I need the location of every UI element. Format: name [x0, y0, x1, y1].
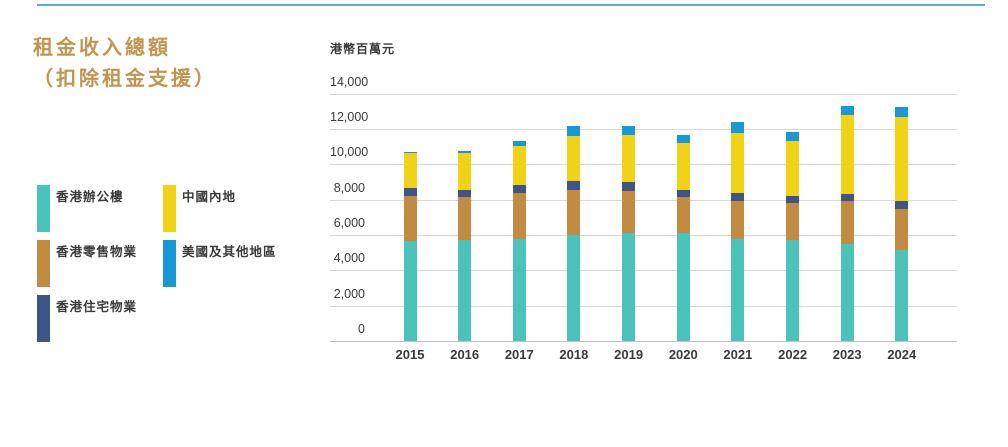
bar-segment: [895, 106, 909, 118]
bar-segment: [622, 190, 636, 233]
y-axis-tick-label: 12,000: [330, 110, 369, 124]
legend-swatch: [163, 185, 176, 232]
x-axis-label: 2018: [559, 347, 589, 362]
bar-segment: [567, 189, 581, 236]
x-axis-line: [330, 341, 957, 342]
bar-segment: [458, 197, 472, 241]
legend-swatch: [163, 240, 176, 287]
bar-segment: [895, 117, 909, 202]
bar-segment: [840, 201, 854, 244]
bar-segment: [622, 125, 636, 135]
legend-label: 中國內地: [182, 190, 237, 204]
bar-segment: [458, 150, 472, 154]
bar-segment: [567, 235, 581, 341]
x-axis-label: 2019: [614, 347, 644, 362]
legend-swatch: [37, 185, 50, 232]
y-axis-tick-label: 10,000: [330, 145, 369, 160]
bar-segment: [895, 201, 909, 209]
bar-segment: [512, 146, 526, 186]
bar-segment: [786, 195, 800, 204]
bar-segment: [895, 208, 909, 250]
bar-segment: [895, 249, 909, 341]
bar-segment: [676, 134, 690, 144]
chart-title-line2: （扣除租金支援）: [33, 68, 217, 90]
x-axis-label: 2015: [395, 347, 425, 362]
bar-segment: [403, 196, 417, 241]
x-axis-label: 2016: [450, 347, 480, 362]
legend-label: 香港零售物業: [56, 245, 138, 259]
y-axis-tick-label: 6,000: [333, 216, 365, 230]
bar-segment: [786, 132, 800, 141]
gridline: [330, 235, 957, 236]
chart-legend: 香港辦公樓香港零售物業 香港住宅物業 中國內地美國及其他地區: [0, 0, 320, 360]
bar-segment: [403, 240, 417, 341]
bar-segment: [786, 203, 800, 241]
bar-segment: [512, 140, 526, 147]
legend-label: 香港住宅物業: [56, 300, 138, 314]
bar-segment: [458, 153, 472, 190]
gridline: [330, 93, 957, 95]
gridline: [330, 199, 957, 201]
bar-segment: [676, 189, 690, 198]
bar-segment: [622, 134, 636, 182]
bar-segment: [622, 182, 636, 191]
bar-segment: [403, 188, 417, 197]
chart-plot-area: 港幣百萬元 0 2,000 4,000 6,000 8,000 10,000 12,000 1…: [330, 0, 990, 447]
bar-segment: [567, 181, 581, 190]
y-axis-unit-label: 港幣百萬元: [330, 42, 396, 56]
bar-segment: [567, 136, 581, 182]
x-axis-label: 2023: [832, 347, 862, 362]
bar-segment: [458, 189, 472, 198]
gridline: [330, 164, 957, 166]
bar-segment: [731, 238, 745, 341]
bar-segment: [731, 122, 745, 133]
bar-segment: [676, 233, 690, 341]
gridline: [330, 305, 957, 307]
bar-segment: [567, 126, 581, 137]
gridline: [330, 270, 957, 272]
bar-segment: [731, 192, 745, 201]
bar-segment: [676, 197, 690, 234]
legend-label: 香港辦公樓: [56, 190, 124, 204]
bar-segment: [786, 240, 800, 341]
bar-segment: [622, 232, 636, 341]
bar-segment: [786, 140, 800, 196]
bar-segment: [676, 143, 690, 190]
legend-swatch: [37, 240, 50, 287]
bar-segment: [840, 243, 854, 341]
bar-segment: [512, 193, 526, 240]
legend-label: 美國及其他地區: [182, 245, 277, 259]
bar-segment: [731, 200, 745, 239]
y-axis-tick-label: 14,000: [330, 74, 369, 89]
x-axis-label: 2024: [887, 347, 917, 362]
y-axis-tick-label: 8,000: [333, 180, 365, 195]
x-axis-label: 2017: [504, 347, 534, 362]
gridline: [330, 129, 957, 130]
top-divider-rule: [37, 4, 985, 6]
bar-segment: [512, 239, 526, 341]
legend-swatch: [37, 295, 50, 342]
x-axis-label: 2020: [668, 347, 698, 362]
bar-segment: [840, 114, 854, 194]
bar-segment: [840, 105, 854, 115]
bar-segment: [458, 240, 472, 341]
y-axis-tick-label: 2,000: [333, 286, 365, 301]
chart-title-line1: 租金收入總額: [33, 37, 171, 59]
y-axis-tick-label: 0: [358, 322, 365, 336]
bar-segment: [840, 193, 854, 202]
bar-segment: [731, 132, 745, 193]
x-axis-label: 2021: [723, 347, 753, 362]
chart-title: 租金收入總額 （扣除租金支援）: [33, 33, 217, 95]
x-axis-label: 2022: [778, 347, 808, 362]
bar-segment: [403, 153, 417, 189]
y-axis-tick-label: 4,000: [333, 251, 365, 266]
bar-segment: [403, 151, 417, 154]
bar-segment: [512, 185, 526, 194]
